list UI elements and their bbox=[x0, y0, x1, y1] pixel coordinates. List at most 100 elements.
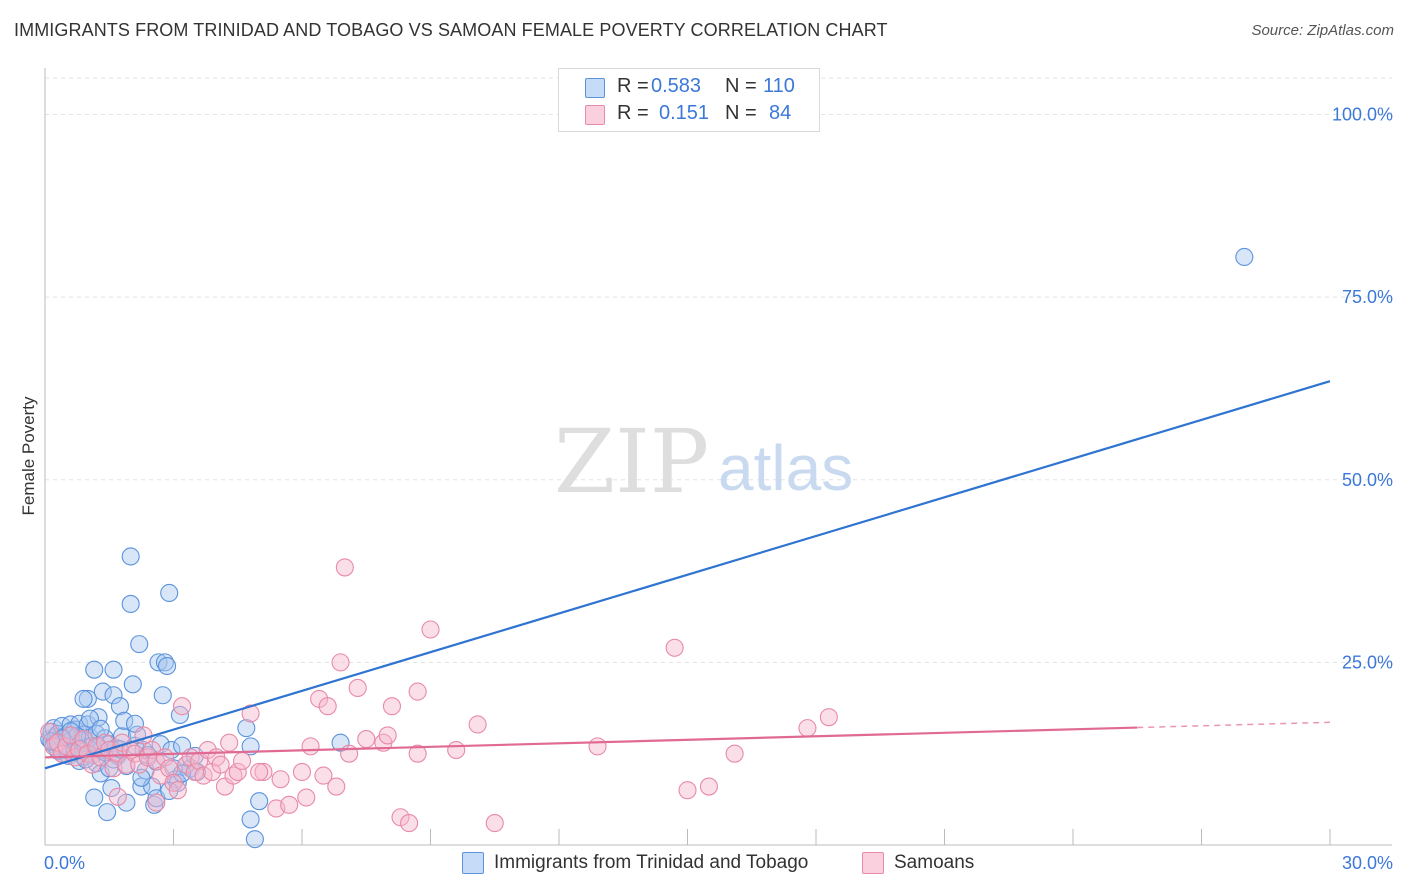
legend-label-samoans: Samoans bbox=[894, 852, 975, 873]
trinidad-point bbox=[115, 711, 134, 730]
r-value: 0.583 bbox=[651, 75, 702, 97]
legend-label-trinidad: Immigrants from Trinidad and Tobago bbox=[494, 852, 809, 873]
samoan-point bbox=[271, 770, 290, 789]
trinidad-point bbox=[98, 803, 117, 822]
samoan-point bbox=[421, 620, 440, 639]
samoan-point bbox=[725, 744, 744, 763]
samoan-point bbox=[250, 762, 269, 782]
r-label: R = bbox=[617, 102, 649, 124]
samoan-point bbox=[468, 715, 487, 734]
trinidad-point bbox=[130, 635, 149, 654]
samoan-point bbox=[292, 762, 312, 782]
swatch-pink bbox=[585, 105, 605, 125]
samoan-point bbox=[348, 678, 367, 697]
samoan-point bbox=[378, 726, 397, 745]
samoan-point bbox=[447, 740, 466, 760]
samoan-point bbox=[331, 653, 350, 672]
samoan-point bbox=[168, 781, 187, 800]
trinidad-point bbox=[153, 686, 172, 705]
trend-lines bbox=[44, 380, 1331, 770]
series-samoans-points bbox=[40, 558, 838, 833]
x-tick-label: 0.0% bbox=[44, 853, 85, 873]
samoan-point bbox=[819, 708, 838, 727]
samoan-point bbox=[232, 751, 252, 771]
trinidad-point bbox=[160, 583, 179, 603]
trinidad-point bbox=[250, 792, 269, 811]
y-tick-label: 75.0% bbox=[1342, 287, 1393, 307]
samoan-point bbox=[340, 744, 359, 763]
trinidad-point bbox=[91, 719, 110, 738]
samoan-point bbox=[173, 697, 192, 716]
swatch-blue bbox=[585, 78, 605, 98]
samoan-point bbox=[147, 793, 166, 812]
chart-title: IMMIGRANTS FROM TRINIDAD AND TOBAGO VS S… bbox=[14, 20, 888, 40]
n-value: 84 bbox=[769, 102, 792, 124]
trinidad-point bbox=[78, 689, 97, 708]
trinidad-point bbox=[145, 795, 164, 814]
legend-swatch-samoans bbox=[862, 852, 884, 874]
samoan-point bbox=[254, 762, 273, 782]
trinidad-trend-line bbox=[44, 380, 1331, 770]
samoan-point bbox=[408, 682, 427, 701]
grid-lines bbox=[45, 77, 1392, 663]
r-label: R = bbox=[617, 75, 649, 97]
samoan-point bbox=[485, 814, 504, 833]
n-label: N = bbox=[725, 75, 757, 97]
trinidad-point bbox=[104, 660, 123, 679]
samoan-point bbox=[297, 788, 316, 807]
samoan-point bbox=[665, 638, 684, 657]
samoan-point bbox=[678, 781, 697, 800]
samoan-point bbox=[400, 814, 419, 833]
samoan-point bbox=[798, 719, 817, 738]
watermark-zip: ZIP bbox=[554, 410, 709, 513]
series-legend: Immigrants from Trinidad and Tobago Samo… bbox=[0, 850, 1406, 880]
samoan-trend-line bbox=[44, 726, 1138, 759]
trinidad-point bbox=[245, 830, 264, 849]
trinidad-point bbox=[241, 810, 260, 829]
n-value: 110 bbox=[763, 75, 795, 97]
trinidad-point bbox=[132, 768, 151, 787]
samoan-point bbox=[211, 755, 230, 774]
y-tick-label: 25.0% bbox=[1342, 652, 1393, 672]
y-axis-label: Female Poverty bbox=[19, 396, 38, 516]
samoan-point bbox=[335, 558, 354, 577]
samoan-point bbox=[280, 795, 299, 814]
samoan-point bbox=[228, 762, 247, 782]
axes bbox=[44, 68, 1392, 846]
y-tick-label: 100.0% bbox=[1332, 105, 1393, 125]
trinidad-point bbox=[104, 686, 123, 705]
stats-row-samoans: R = 0.151 N = 84 bbox=[559, 101, 819, 127]
trinidad-point bbox=[121, 594, 140, 613]
trinidad-point bbox=[237, 719, 256, 738]
n-label: N = bbox=[725, 102, 757, 124]
trinidad-point bbox=[158, 656, 177, 676]
samoan-point bbox=[327, 777, 346, 796]
samoan-point bbox=[160, 759, 179, 778]
samoan-point bbox=[220, 733, 239, 752]
watermark-atlas: atlas bbox=[718, 432, 853, 504]
samoan-point bbox=[408, 744, 427, 763]
trinidad-point bbox=[85, 660, 104, 679]
samoan-point bbox=[699, 777, 718, 796]
samoan-point bbox=[588, 737, 607, 756]
samoan-trend-extension bbox=[1137, 721, 1331, 729]
samoan-point bbox=[357, 730, 376, 749]
trinidad-point bbox=[121, 547, 140, 566]
trinidad-point bbox=[85, 788, 104, 807]
samoan-point bbox=[382, 697, 402, 716]
x-tick-label: 30.0% bbox=[1342, 853, 1393, 873]
stats-row-trinidad: R = 0.583 N = 110 bbox=[559, 74, 819, 100]
trinidad-point bbox=[110, 697, 130, 716]
samoan-point bbox=[301, 737, 320, 756]
source-label: Source: ZipAtlas.com bbox=[1251, 22, 1394, 39]
trinidad-point bbox=[93, 682, 112, 701]
stats-legend: R = 0.583 N = 110 R = 0.151 N = 84 bbox=[558, 68, 820, 132]
samoan-point bbox=[241, 704, 260, 723]
legend-swatch-trinidad bbox=[462, 852, 484, 874]
y-tick-label: 50.0% bbox=[1342, 470, 1393, 490]
samoan-point bbox=[108, 787, 127, 806]
samoan-point bbox=[318, 697, 337, 716]
watermark: ZIP atlas bbox=[554, 410, 853, 513]
trinidad-point bbox=[74, 689, 93, 708]
tick-labels: 25.0% 50.0% 75.0% 100.0% 0.0% 30.0% bbox=[44, 105, 1393, 873]
